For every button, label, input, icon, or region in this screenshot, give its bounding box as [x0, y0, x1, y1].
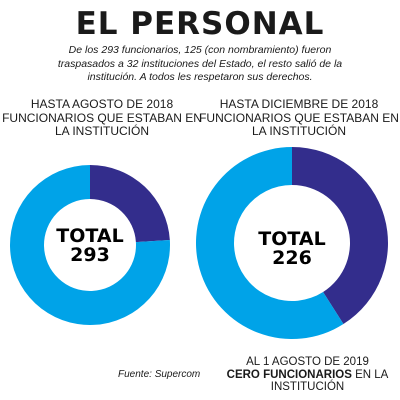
intro-text: De los 293 funcionarios, 125 (con nombra…: [57, 44, 343, 83]
donut-center-label-dec-2018: TOTAL: [258, 228, 325, 250]
footnote: AL 1 AGOSTO DE 2019 CERO FUNCIONARIOS EN…: [220, 356, 395, 394]
donut-slice-1-1: [195, 147, 344, 340]
source-note: Fuente: Supercom: [118, 369, 201, 380]
donut-center-value-aug-2018: 293: [70, 244, 110, 266]
donut-chart-dec-2018: [195, 147, 388, 340]
chart-title-dec-2018: HASTA DICIEMBRE DE 2018 FUNCIONARIOS QUE…: [199, 97, 399, 138]
footnote-line1: AL 1 AGOSTO DE 2019: [246, 356, 369, 368]
donut-slice-0-0: [90, 165, 170, 243]
footnote-bold: CERO FUNCIONARIOS: [226, 368, 352, 381]
donut-chart-aug-2018: [9, 165, 171, 325]
donut-slice-1-0: [292, 147, 388, 325]
chart-title-aug-2018: HASTA AGOSTO DE 2018 FUNCIONARIOS QUE ES…: [2, 97, 202, 138]
page-title: EL PERSONAL: [75, 6, 325, 42]
donut-center-value-dec-2018: 226: [272, 247, 312, 269]
donut-slice-0-1: [9, 165, 171, 325]
donut-center-label-aug-2018: TOTAL: [56, 225, 123, 247]
footnote-rest: EN LA INSTITUCIÓN: [270, 368, 389, 394]
